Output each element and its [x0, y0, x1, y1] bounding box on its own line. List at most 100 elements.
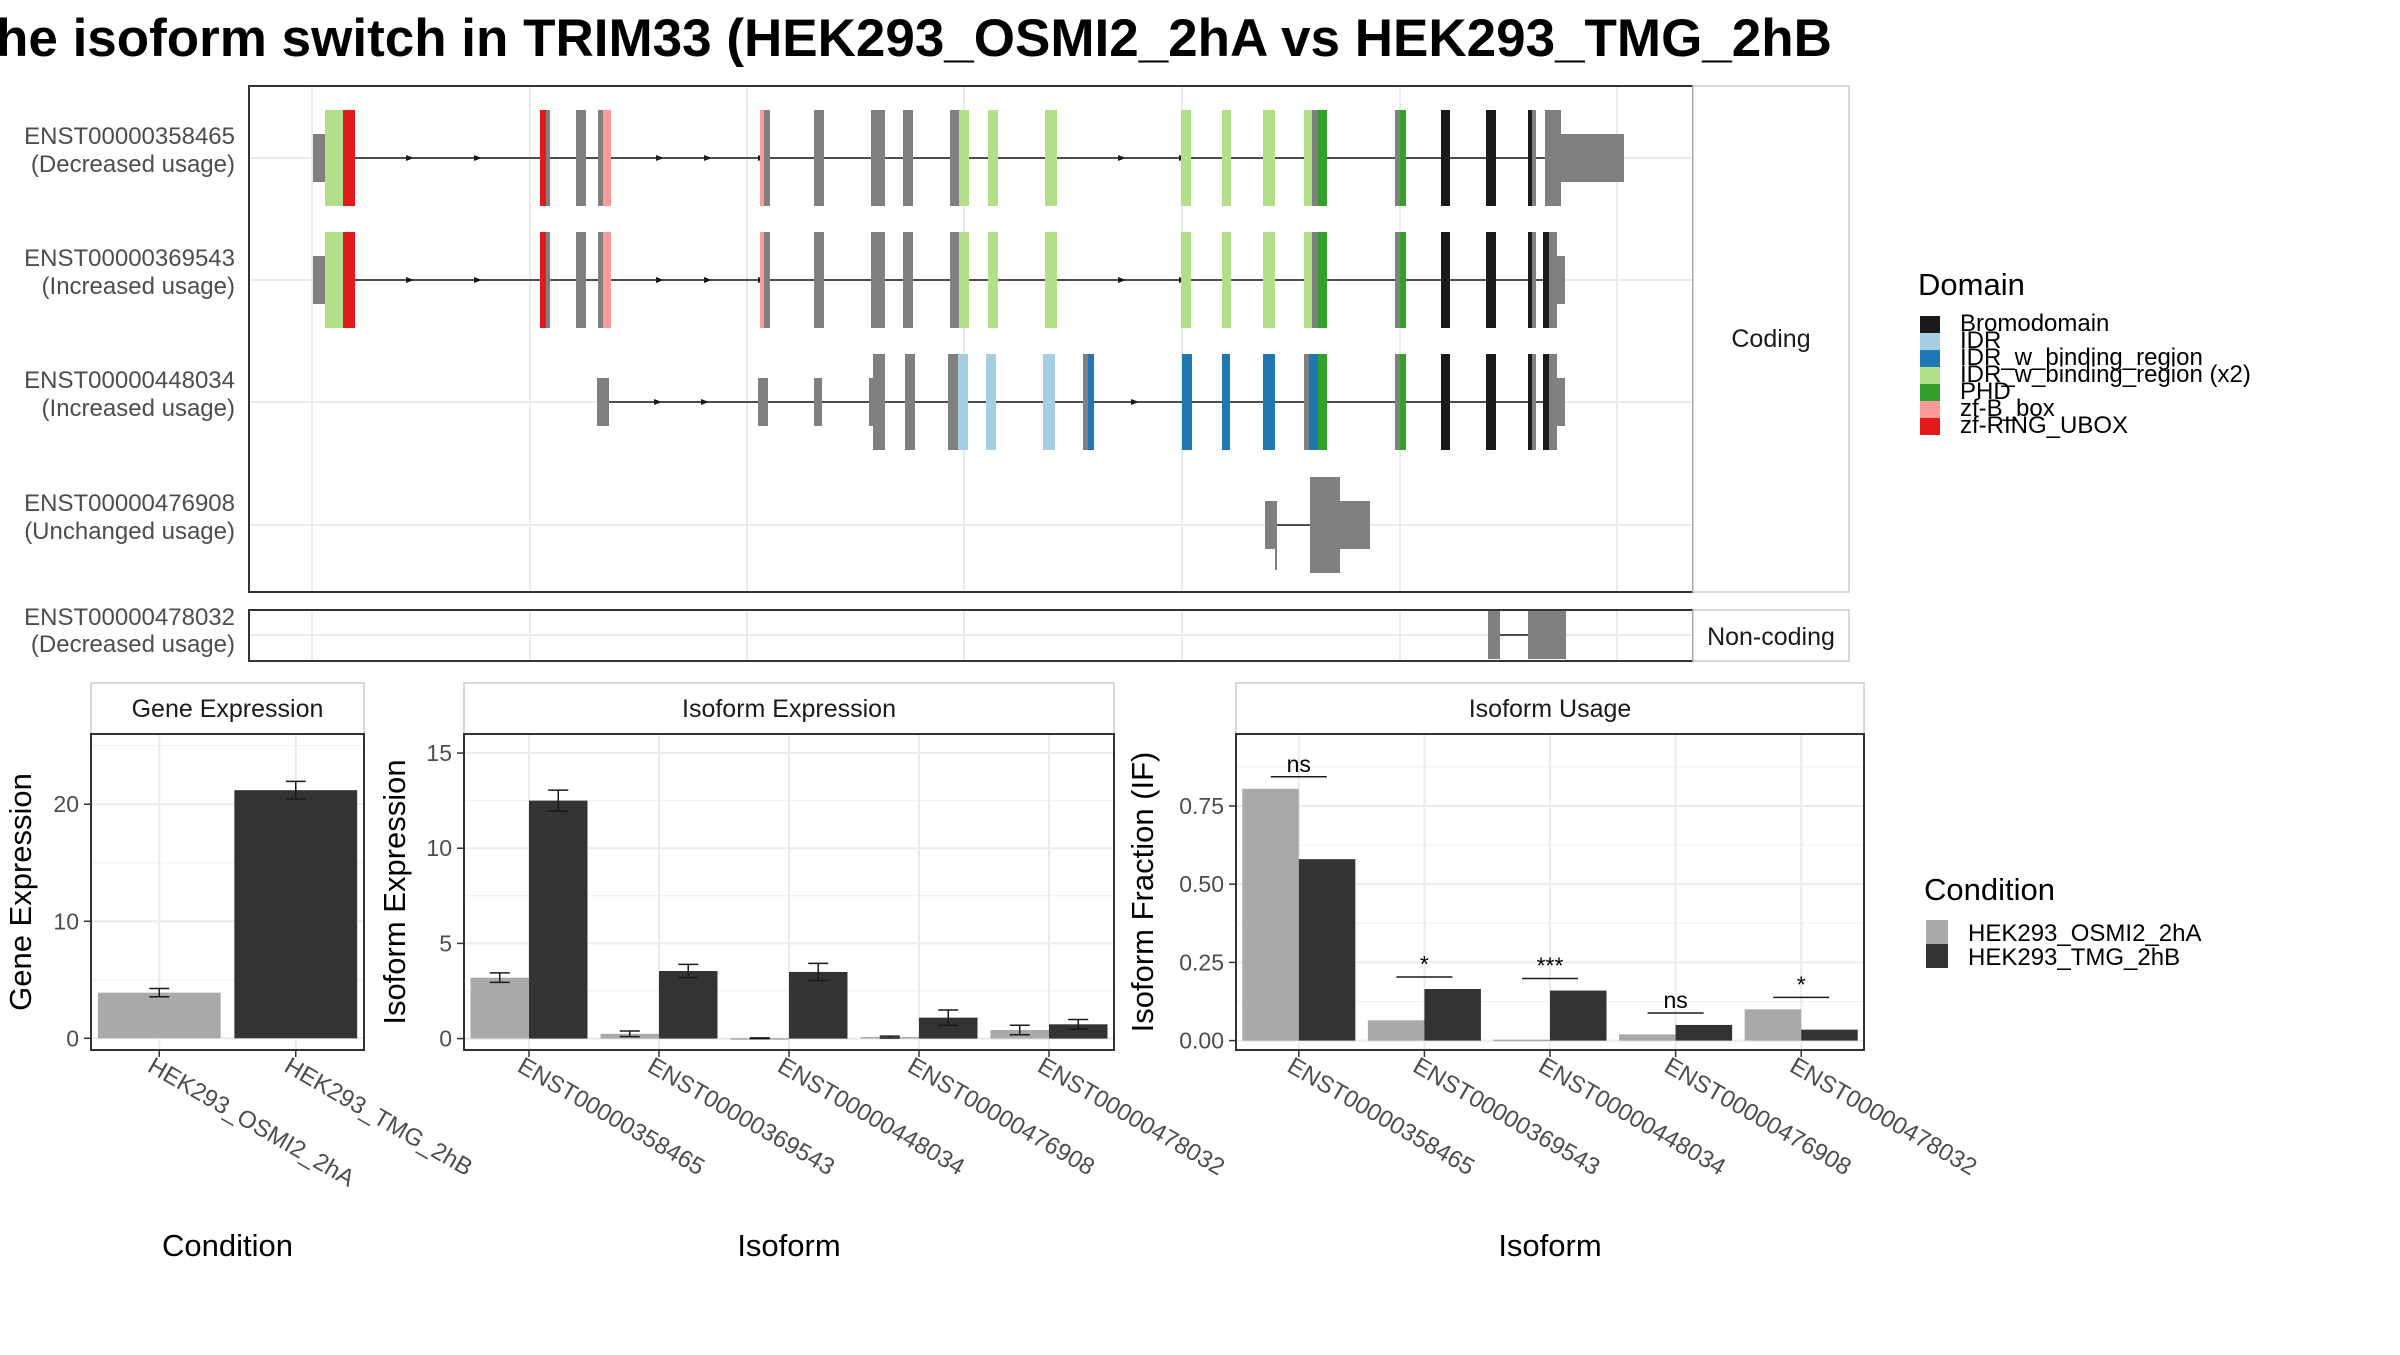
exon-block	[1318, 354, 1327, 450]
exon-block	[1486, 354, 1496, 450]
y-tick-label: 0	[439, 1026, 452, 1052]
domain-legend-swatch	[1920, 418, 1940, 435]
exon-block	[603, 110, 611, 206]
exon-block	[1045, 232, 1057, 328]
data-bar	[1801, 1029, 1858, 1041]
significance-label: ns	[1287, 751, 1311, 777]
exon-block	[1532, 232, 1536, 328]
transcript-id-label: ENST00000478032	[24, 604, 235, 631]
data-bar	[1049, 1024, 1108, 1039]
exon-block	[576, 232, 586, 328]
exon-block	[1557, 256, 1565, 304]
exon-block	[1543, 232, 1549, 328]
exon-block	[546, 232, 550, 328]
data-bar	[919, 1017, 978, 1039]
exon-block	[1441, 354, 1450, 450]
strand-arrow	[1118, 155, 1126, 161]
exon-block	[1222, 354, 1230, 450]
y-tick-label: 0	[66, 1025, 79, 1051]
significance-label: ns	[1663, 987, 1687, 1013]
exon-block	[598, 110, 603, 206]
y-axis-title: Isoform Fraction (IF)	[1125, 752, 1160, 1033]
y-tick-label: 5	[439, 930, 452, 956]
exon-block	[576, 110, 586, 206]
domain-legend-swatch	[1920, 401, 1940, 418]
exon-block	[1441, 232, 1450, 328]
exon-block	[1486, 110, 1496, 206]
exon-block	[313, 256, 325, 304]
exon-block	[1549, 354, 1557, 450]
data-bar	[234, 790, 358, 1039]
exon-block	[814, 110, 824, 206]
exon-block	[905, 354, 915, 450]
exon-block	[873, 354, 885, 450]
domain-legend-label: zf-RING_UBOX	[1960, 412, 2128, 439]
exon-block	[988, 110, 998, 206]
domain-legend-swatch	[1920, 316, 1940, 333]
exon-block	[1543, 354, 1549, 450]
exon-block	[1528, 232, 1532, 328]
exon-block	[871, 110, 885, 206]
condition-legend-swatch	[1926, 920, 1948, 944]
panel-title: Gene Expression	[132, 695, 324, 723]
coding-strip-label: Coding	[1731, 325, 1810, 353]
condition-legend-label: HEK293_TMG_2hB	[1968, 944, 2180, 971]
strand-arrow	[656, 155, 664, 161]
domain-legend-swatch	[1920, 333, 1940, 350]
panel-strip	[463, 682, 1115, 735]
strand-arrow	[474, 277, 482, 283]
exon-block	[1488, 611, 1500, 659]
exon-block	[764, 232, 770, 328]
strand-arrow	[1118, 277, 1126, 283]
data-bar	[1242, 788, 1299, 1041]
data-bar	[1744, 1009, 1802, 1041]
structure-transcripts	[313, 110, 1624, 659]
y-tick-label: 0.50	[1179, 871, 1224, 897]
domain-legend-label: Bromodomain	[1960, 310, 2109, 337]
exon-block	[1400, 110, 1406, 206]
transcript-usage-label: (Increased usage)	[42, 273, 235, 300]
strand-arrow	[406, 155, 414, 161]
exon-block	[959, 232, 969, 328]
exon-block	[325, 232, 343, 328]
panel-border	[90, 733, 365, 1051]
exon-block	[1181, 232, 1191, 328]
coding-panel-border	[248, 85, 1694, 593]
y-tick-label: 10	[426, 835, 452, 861]
x-axis-title: Condition	[162, 1228, 293, 1263]
exon-block	[1043, 354, 1055, 450]
significance-label: ***	[1537, 953, 1564, 979]
exon-block	[1486, 232, 1496, 328]
isoform-expression-panel: Isoform Expression051015ENST00000358465E…	[377, 682, 1229, 1263]
data-bar	[97, 992, 221, 1039]
y-axis-title: Gene Expression	[3, 773, 38, 1011]
transcript-structure-panel: Coding Non-coding ENST00000358465(Decrea…	[24, 85, 1850, 662]
exon-block	[1528, 110, 1532, 206]
exon-block	[1310, 477, 1340, 573]
exon-block	[343, 232, 355, 328]
transcript-id-label: ENST00000369543	[24, 245, 235, 272]
noncoding-strip	[1692, 609, 1850, 662]
panel-title: Isoform Usage	[1469, 695, 1632, 723]
strand-arrow	[704, 277, 712, 283]
domain-legend: DomainBromodomainIDRIDR_w_binding_region…	[1918, 267, 2251, 439]
y-tick-label: 0.75	[1179, 793, 1224, 819]
exon-block	[1312, 232, 1318, 328]
exon-block	[1304, 354, 1309, 450]
exon-block	[1441, 110, 1450, 206]
exon-block	[814, 378, 822, 426]
domain-legend-swatch	[1920, 367, 1940, 384]
y-tick-label: 10	[53, 908, 79, 934]
exon-block	[760, 110, 764, 206]
exon-block	[1528, 611, 1566, 659]
condition-legend-label: HEK293_OSMI2_2hA	[1968, 920, 2201, 947]
exon-block	[988, 232, 998, 328]
y-tick-label: 0.00	[1179, 1028, 1224, 1054]
exon-block	[814, 232, 824, 328]
data-bar	[1424, 988, 1481, 1041]
domain-legend-label: IDR	[1960, 327, 2001, 354]
exon-block	[1222, 232, 1231, 328]
